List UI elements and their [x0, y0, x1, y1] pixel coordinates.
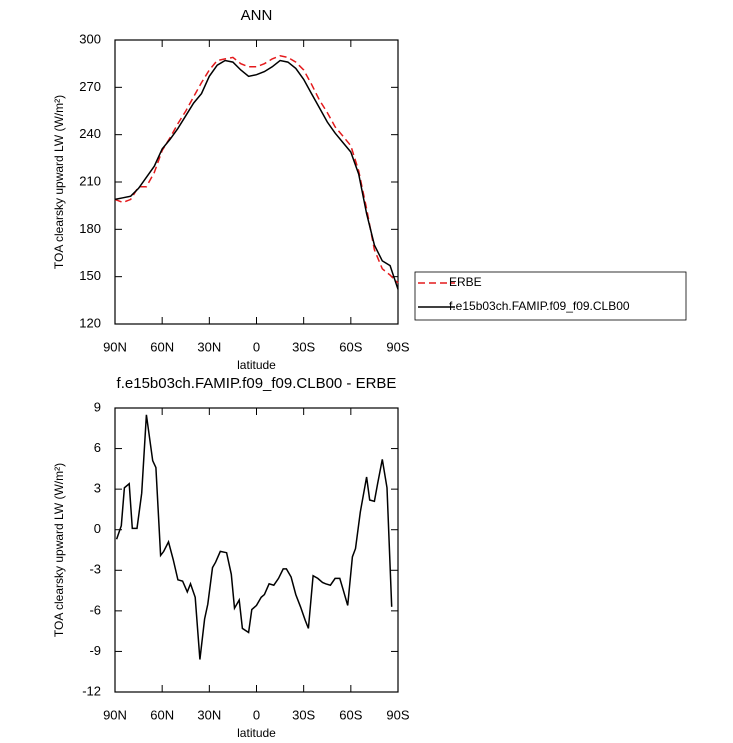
x-tick-label: 90S [386, 339, 409, 354]
data-line [114, 55, 399, 284]
data-line [114, 59, 399, 290]
legend-label: f.e15b03ch.FAMIP.f09_f09.CLB00 [449, 299, 630, 313]
y-tick-label: 210 [79, 173, 101, 188]
y-tick-label: 180 [79, 221, 101, 236]
y-tick-label: -3 [89, 562, 101, 577]
x-tick-label: 90N [103, 339, 127, 354]
x-tick-label: 0 [253, 339, 260, 354]
y-tick-label: 300 [79, 31, 101, 46]
chart-title: f.e15b03ch.FAMIP.f09_f09.CLB00 - ERBE [117, 375, 397, 392]
x-tick-label: 60N [150, 339, 174, 354]
x-tick-label: 30S [292, 339, 315, 354]
x-tick-label: 60N [150, 707, 174, 722]
x-tick-label: 0 [253, 707, 260, 722]
x-tick-label: 90N [103, 707, 127, 722]
y-tick-label: 0 [94, 521, 101, 536]
x-tick-label: 30N [197, 339, 221, 354]
plot-frame [114, 39, 399, 325]
x-tick-label: 30N [197, 707, 221, 722]
y-tick-label: 150 [79, 268, 101, 283]
y-axis-label: TOA clearsky upward LW (W/m²) [52, 463, 66, 637]
x-axis-label: latitude [237, 726, 276, 740]
legend-label: ERBE [449, 275, 482, 289]
legend-box [414, 271, 687, 321]
y-tick-label: 6 [94, 440, 101, 455]
y-tick-label: 9 [94, 399, 101, 414]
y-tick-label: -12 [82, 683, 101, 698]
data-line [115, 414, 393, 660]
y-tick-label: 240 [79, 126, 101, 141]
y-tick-label: 3 [94, 481, 101, 496]
y-tick-label: 270 [79, 79, 101, 94]
y-tick-label: -9 [89, 643, 101, 658]
y-axis-label: TOA clearsky upward LW (W/m²) [52, 95, 66, 269]
y-tick-label: 120 [79, 315, 101, 330]
x-tick-label: 60S [339, 707, 362, 722]
x-tick-label: 60S [339, 339, 362, 354]
x-axis-label: latitude [237, 358, 276, 372]
x-tick-label: 90S [386, 707, 409, 722]
x-tick-label: 30S [292, 707, 315, 722]
y-tick-label: -6 [89, 602, 101, 617]
chart-title: ANN [241, 7, 273, 24]
